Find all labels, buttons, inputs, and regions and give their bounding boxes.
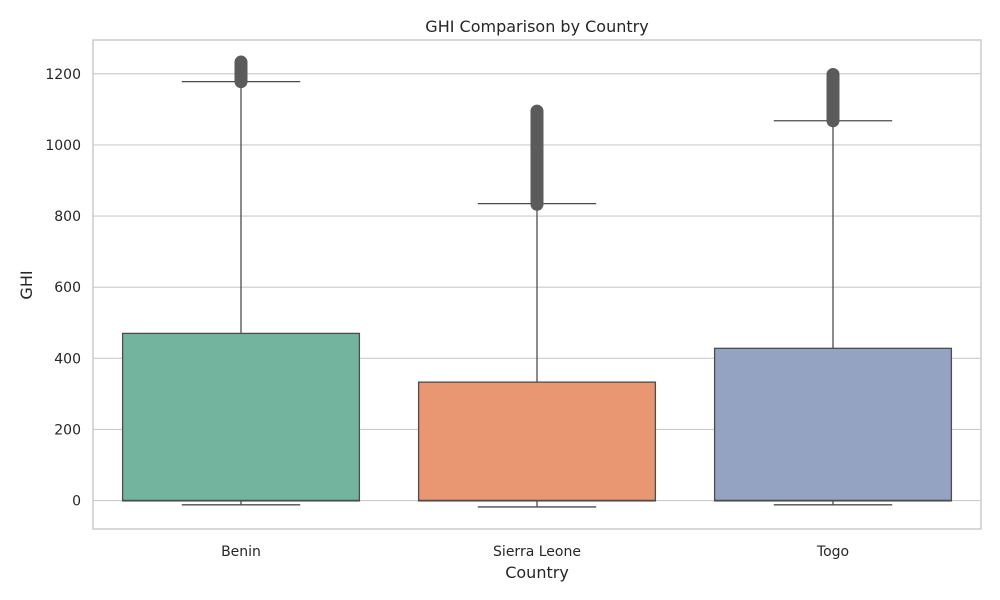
outliers-sierra-leone bbox=[530, 104, 544, 211]
y-tick-label-200: 200 bbox=[54, 422, 81, 438]
y-tick-label-800: 800 bbox=[54, 209, 81, 225]
y-tick-label-600: 600 bbox=[54, 280, 81, 296]
y-tick-label-1000: 1000 bbox=[45, 138, 81, 154]
box-group-sierra-leone bbox=[417, 104, 657, 508]
y-tick-label-0: 0 bbox=[72, 494, 81, 510]
y-axis-title: GHI bbox=[17, 270, 36, 299]
boxes-layer bbox=[121, 55, 953, 508]
box-sierra-leone bbox=[417, 381, 657, 502]
plot-area-frame bbox=[92, 39, 982, 530]
y-tick-label-1200: 1200 bbox=[45, 67, 81, 83]
box-benin bbox=[121, 332, 361, 502]
x-tick-label-benin: Benin bbox=[221, 544, 261, 560]
chart-title: GHI Comparison by Country bbox=[425, 17, 648, 36]
y-tick-label-400: 400 bbox=[54, 351, 81, 367]
y-tick-labels: 0 200 400 600 800 1000 1200 bbox=[45, 67, 81, 510]
x-axis-title: Country bbox=[505, 563, 569, 582]
x-tick-label-togo: Togo bbox=[816, 544, 849, 560]
box-togo bbox=[713, 347, 953, 502]
box-group-benin bbox=[121, 55, 361, 506]
x-tick-label-sierra-leone: Sierra Leone bbox=[493, 544, 581, 560]
x-tick-labels: Benin Sierra Leone Togo bbox=[221, 544, 849, 560]
outliers-togo bbox=[826, 67, 840, 128]
outliers-benin bbox=[234, 55, 248, 89]
box-group-togo bbox=[713, 67, 953, 506]
